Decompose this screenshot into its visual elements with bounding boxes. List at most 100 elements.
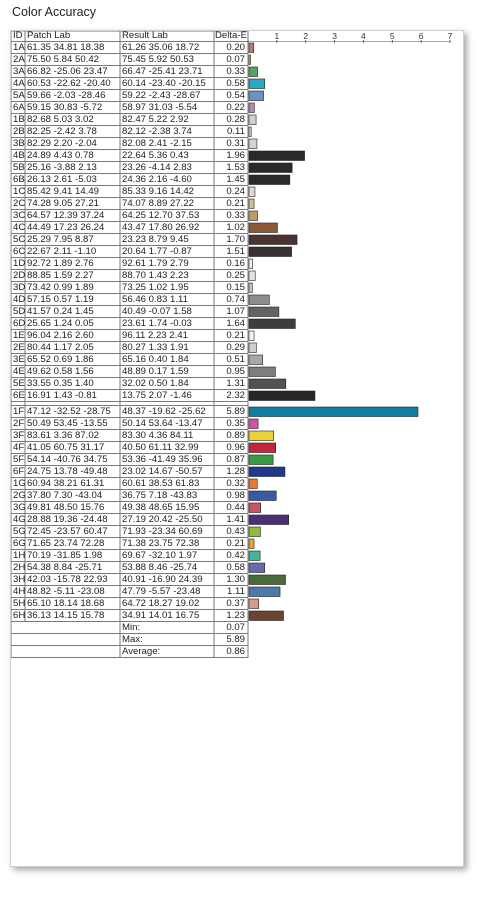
row-delta-e: 1.30 (226, 574, 245, 585)
delta-e-bar-chart: 1 2 3 4 5 6 7 (247, 31, 453, 621)
row-result-lab: 71.93 -23.34 60.69 (122, 526, 203, 537)
bar-6D (248, 318, 296, 329)
bar-6H (248, 610, 284, 621)
summary-value: 0.07 (226, 622, 245, 633)
row-id: 3D (13, 282, 25, 293)
row-result-lab: 92.61 1.79 2.79 (122, 258, 189, 269)
row-id: 3G (13, 502, 25, 513)
row-result-lab: 58.97 31.03 -5.54 (122, 102, 198, 113)
row-delta-e: 0.29 (226, 342, 245, 353)
bar-3H (248, 574, 286, 585)
row-id: 5G (13, 526, 25, 537)
row-id: 4D (13, 294, 25, 305)
row-delta-e: 0.35 (226, 418, 245, 429)
bar-4D (248, 294, 270, 305)
row-patch-lab: 65.10 18.14 18.68 (27, 598, 105, 609)
row-delta-e: 0.15 (226, 282, 245, 293)
row-patch-lab: 88.85 1.59 2.27 (27, 270, 94, 281)
row-delta-e: 0.54 (226, 90, 245, 101)
row-result-lab: 24.36 2.16 -4.60 (122, 174, 192, 185)
bar-6A (248, 102, 255, 113)
row-delta-e: 0.20 (226, 42, 245, 53)
row-delta-e: 0.95 (226, 366, 245, 377)
row-delta-e: 1.23 (226, 610, 245, 621)
row-delta-e: 0.21 (226, 330, 245, 341)
bar-5C (248, 234, 298, 245)
row-result-lab: 13.75 2.07 -1.46 (122, 390, 192, 401)
row-patch-lab: 80.44 1.17 2.05 (27, 342, 94, 353)
row-delta-e: 0.11 (227, 126, 245, 137)
row-patch-lab: 66.82 -25.06 23.47 (27, 66, 108, 77)
bar-6B (248, 174, 291, 185)
row-result-lab: 96.11 2.23 2.41 (122, 330, 188, 341)
bar-4A (248, 78, 266, 89)
row-id: 6E (13, 390, 25, 401)
row-patch-lab: 24.75 13.78 -49.48 (27, 466, 108, 477)
x-tick-label: 1 (274, 31, 279, 41)
row-id: 2G (13, 490, 25, 501)
row-patch-lab: 37.80 7.30 -43.04 (27, 490, 103, 501)
row-result-lab: 23.26 -4.14 2.83 (122, 162, 192, 173)
row-delta-e: 1.07 (226, 306, 245, 317)
row-result-lab: 60.61 38.53 61.83 (122, 478, 200, 489)
summary-label: Average: (122, 646, 161, 657)
row-id: 2E (13, 342, 25, 353)
row-patch-lab: 92.72 1.89 2.76 (27, 258, 94, 269)
row-delta-e: 0.44 (226, 502, 245, 513)
row-patch-lab: 24.89 4.43 0.78 (27, 150, 94, 161)
row-delta-e: 0.87 (226, 454, 245, 465)
bar-2A (248, 54, 251, 65)
row-result-lab: 40.91 -16.90 24.39 (122, 574, 203, 585)
row-result-lab: 22.64 5.36 0.43 (122, 150, 189, 161)
row-id: 3B (13, 138, 25, 149)
row-delta-e: 0.31 (226, 138, 245, 149)
row-result-lab: 23.61 1.74 -0.03 (122, 318, 192, 329)
row-result-lab: 53.36 -41.49 35.96 (122, 454, 203, 465)
row-id: 2C (13, 198, 25, 209)
bar-4F (248, 442, 277, 453)
row-id: 5B (13, 162, 25, 173)
bar-1F (248, 406, 419, 417)
header-delta-e: Delta-E (215, 30, 247, 41)
summary-label: Min: (122, 622, 141, 633)
bar-3A (248, 66, 258, 77)
bar-4C (248, 222, 278, 233)
row-result-lab: 43.47 17.80 26.92 (122, 222, 200, 233)
row-id: 2H (13, 562, 25, 573)
row-patch-lab: 25.16 -3.88 2.13 (27, 162, 97, 173)
row-id: 1B (13, 114, 25, 125)
bar-3F (248, 430, 274, 441)
bar-5H (248, 598, 259, 609)
row-patch-lab: 25.29 7.95 8.87 (27, 234, 94, 245)
row-result-lab: 74.07 8.89 27.22 (122, 198, 195, 209)
bar-2F (248, 418, 259, 429)
row-delta-e: 1.70 (226, 234, 245, 245)
row-patch-lab: 54.14 -40.76 34.75 (27, 454, 108, 465)
row-result-lab: 20.64 1.77 -0.87 (122, 246, 192, 257)
row-delta-e: 0.58 (226, 562, 245, 573)
bar-1G (248, 478, 258, 489)
header-result-lab: Result Lab (122, 30, 168, 41)
bar-2C (248, 198, 255, 209)
row-patch-lab: 42.03 -15.78 22.93 (27, 574, 108, 585)
row-result-lab: 34.91 14.01 16.75 (122, 610, 200, 621)
row-patch-lab: 54.38 8.84 -25.71 (27, 562, 103, 573)
row-result-lab: 49.38 48.65 15.95 (122, 502, 200, 513)
row-id: 5E (13, 378, 25, 389)
row-result-lab: 40.50 61.11 32.99 (122, 442, 199, 453)
row-delta-e: 0.32 (226, 478, 245, 489)
bar-6F (248, 466, 286, 477)
row-patch-lab: 82.25 -2.42 3.78 (27, 126, 97, 137)
row-result-lab: 82.12 -2.38 3.74 (122, 126, 192, 137)
row-id: 4A (13, 78, 25, 89)
row-result-lab: 82.08 2.41 -2.15 (122, 138, 192, 149)
row-result-lab: 48.89 0.17 1.59 (122, 366, 189, 377)
bar-5B (248, 162, 293, 173)
chart-title: Color Accuracy (12, 5, 97, 19)
row-patch-lab: 65.52 0.69 1.86 (27, 354, 94, 365)
row-id: 6F (13, 466, 25, 477)
row-delta-e: 0.25 (226, 270, 245, 281)
row-patch-lab: 47.12 -32.52 -28.75 (27, 406, 111, 417)
bar-1C (248, 186, 256, 197)
row-patch-lab: 49.81 48.50 15.76 (27, 502, 105, 513)
